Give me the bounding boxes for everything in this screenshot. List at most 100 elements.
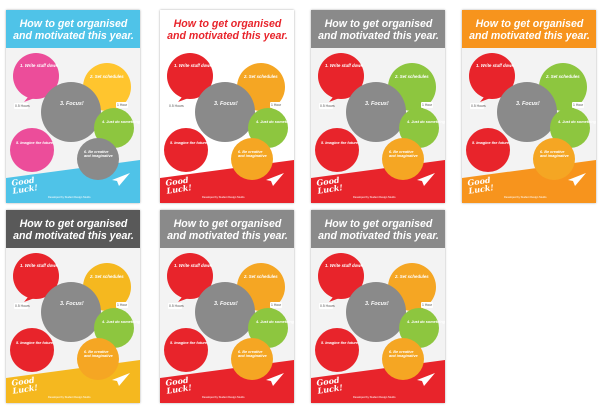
step-6-label: 6. Be creative and imaginative xyxy=(540,150,569,158)
poster-header-band xyxy=(160,210,294,248)
good-luck-text: Good Luck! xyxy=(165,175,193,196)
step-1-label: 1. Write stuff down xyxy=(174,63,213,68)
tag-right-label: 1 Hour xyxy=(271,103,282,107)
step-5-label: 5. Imagine the future xyxy=(321,341,359,345)
poster-artwork xyxy=(160,10,294,203)
poster-credit: Developed by Student Design Studio xyxy=(48,196,91,199)
step-6-line-2: and imaginative xyxy=(389,354,418,359)
step-6-line-1: 6. Be creative xyxy=(84,350,109,354)
good-luck-text: Good Luck! xyxy=(316,375,344,396)
tag-left-label: 0.5 Hours xyxy=(15,304,30,308)
poster-artwork xyxy=(6,10,140,203)
step-4-label: 4. Just do something xyxy=(256,320,294,324)
step-3-label: 3. Focus! xyxy=(60,301,84,307)
step-6-label: 6. Be creative and imaginative xyxy=(84,150,113,158)
bubble-just-do-something xyxy=(550,108,590,148)
step-6-line-1: 6. Be creative xyxy=(389,350,414,354)
poster-title: How to get organised and motivated this … xyxy=(317,18,440,42)
paper-plane-icon xyxy=(417,173,435,186)
title-line-2: and motivated this year. xyxy=(13,29,134,42)
poster-thumbnail-v2[interactable]: How to get organised and motivated this … xyxy=(160,10,294,203)
step-6-line-2: and imaginative xyxy=(84,154,113,159)
step-1-label: 1. Write stuff down xyxy=(174,263,213,268)
bubble-just-do-something xyxy=(399,308,439,348)
step-5-label: 5. Imagine the future xyxy=(170,341,208,345)
step-6-line-2: and imaginative xyxy=(389,154,418,159)
poster-thumbnail-v3[interactable]: How to get organised and motivated this … xyxy=(311,10,445,203)
poster-thumbnail-v7[interactable]: How to get organised and motivated this … xyxy=(311,210,445,403)
step-1-label: 1. Write stuff down xyxy=(325,63,364,68)
step-6-label: 6. Be creative and imaginative xyxy=(389,150,418,158)
poster-credit: Developed by Student Design Studio xyxy=(353,196,396,199)
title-line-1: How to get organised xyxy=(19,218,128,230)
title-line-1: How to get organised xyxy=(173,18,282,30)
tag-right xyxy=(270,302,282,308)
tag-right xyxy=(572,102,584,108)
poster-thumbnail-v1[interactable]: How to get organised and motivated this … xyxy=(6,10,140,203)
bubble-just-do-something xyxy=(94,308,134,348)
tag-right-label: 1 Hour xyxy=(573,103,584,107)
bubble-imagine-future xyxy=(466,128,510,172)
bubble-imagine-future xyxy=(164,328,208,372)
step-5-label: 5. Imagine the future xyxy=(472,141,510,145)
tag-right-label: 1 Hour xyxy=(422,303,433,307)
tag-left xyxy=(14,103,28,109)
step-3-label: 3. Focus! xyxy=(214,101,238,107)
step-2-label: 2. Set schedules xyxy=(546,74,580,79)
title-line-1: How to get organised xyxy=(19,18,128,30)
tag-left-label: 0.5 Hours xyxy=(471,104,486,108)
paper-plane-icon xyxy=(112,373,130,386)
step-5-label: 5. Imagine the future xyxy=(16,141,54,145)
tag-left-label: 0.5 Hours xyxy=(320,304,335,308)
paper-plane-icon xyxy=(568,173,586,186)
bubble-be-creative xyxy=(231,138,273,180)
tag-left xyxy=(168,103,182,109)
good-luck-text: Good Luck! xyxy=(11,375,39,396)
tag-right xyxy=(270,102,282,108)
step-6-label: 6. Be creative and imaginative xyxy=(389,350,418,358)
title-line-1: How to get organised xyxy=(324,218,433,230)
poster-title: How to get organised and motivated this … xyxy=(468,18,591,42)
bubble-write-stuff-down xyxy=(318,253,364,299)
good-luck-text: Good Luck! xyxy=(11,175,39,196)
poster-artwork xyxy=(6,210,140,403)
title-line-2: and motivated this year. xyxy=(167,229,288,242)
paper-plane-icon xyxy=(112,173,130,186)
step-3-label: 3. Focus! xyxy=(365,101,389,107)
poster-thumbnail-v6[interactable]: How to get organised and motivated this … xyxy=(160,210,294,403)
step-4-label: 4. Just do something xyxy=(102,120,140,124)
bubble-write-stuff-down xyxy=(13,253,59,299)
title-line-2: and motivated this year. xyxy=(13,229,134,242)
poster-title: How to get organised and motivated this … xyxy=(166,218,289,242)
poster-artwork xyxy=(462,10,596,203)
step-6-line-1: 6. Be creative xyxy=(238,350,263,354)
bubble-focus xyxy=(195,282,255,342)
good-luck-text: Good Luck! xyxy=(165,375,193,396)
tag-right-label: 1 Hour xyxy=(117,103,128,107)
tag-right-label: 1 Hour xyxy=(117,303,128,307)
step-6-line-1: 6. Be creative xyxy=(238,150,263,154)
step-6-line-1: 6. Be creative xyxy=(84,150,109,154)
paper-plane-icon xyxy=(417,373,435,386)
step-5-label: 5. Imagine the future xyxy=(321,141,359,145)
poster-thumbnail-v4[interactable]: How to get organised and motivated this … xyxy=(462,10,596,203)
tag-right xyxy=(421,102,433,108)
poster-thumbnail-v5[interactable]: How to get organised and motivated this … xyxy=(6,210,140,403)
bubble-imagine-future xyxy=(315,128,359,172)
step-6-label: 6. Be creative and imaginative xyxy=(84,350,113,358)
poster-header-band xyxy=(160,10,294,48)
bubble-write-stuff-down xyxy=(469,53,515,99)
title-line-2: and motivated this year. xyxy=(318,229,439,242)
step-2-label: 2. Set schedules xyxy=(90,274,124,279)
step-5-label: 5. Imagine the future xyxy=(170,141,208,145)
bubble-imagine-future xyxy=(10,128,54,172)
step-1-label: 1. Write stuff down xyxy=(20,63,59,68)
bubble-focus xyxy=(195,82,255,142)
title-line-1: How to get organised xyxy=(324,18,433,30)
step-3-label: 3. Focus! xyxy=(214,301,238,307)
title-line-2: and motivated this year. xyxy=(469,29,590,42)
step-4-label: 4. Just do something xyxy=(558,120,596,124)
poster-artwork xyxy=(311,210,445,403)
bubble-be-creative xyxy=(533,138,575,180)
step-3-label: 3. Focus! xyxy=(365,301,389,307)
